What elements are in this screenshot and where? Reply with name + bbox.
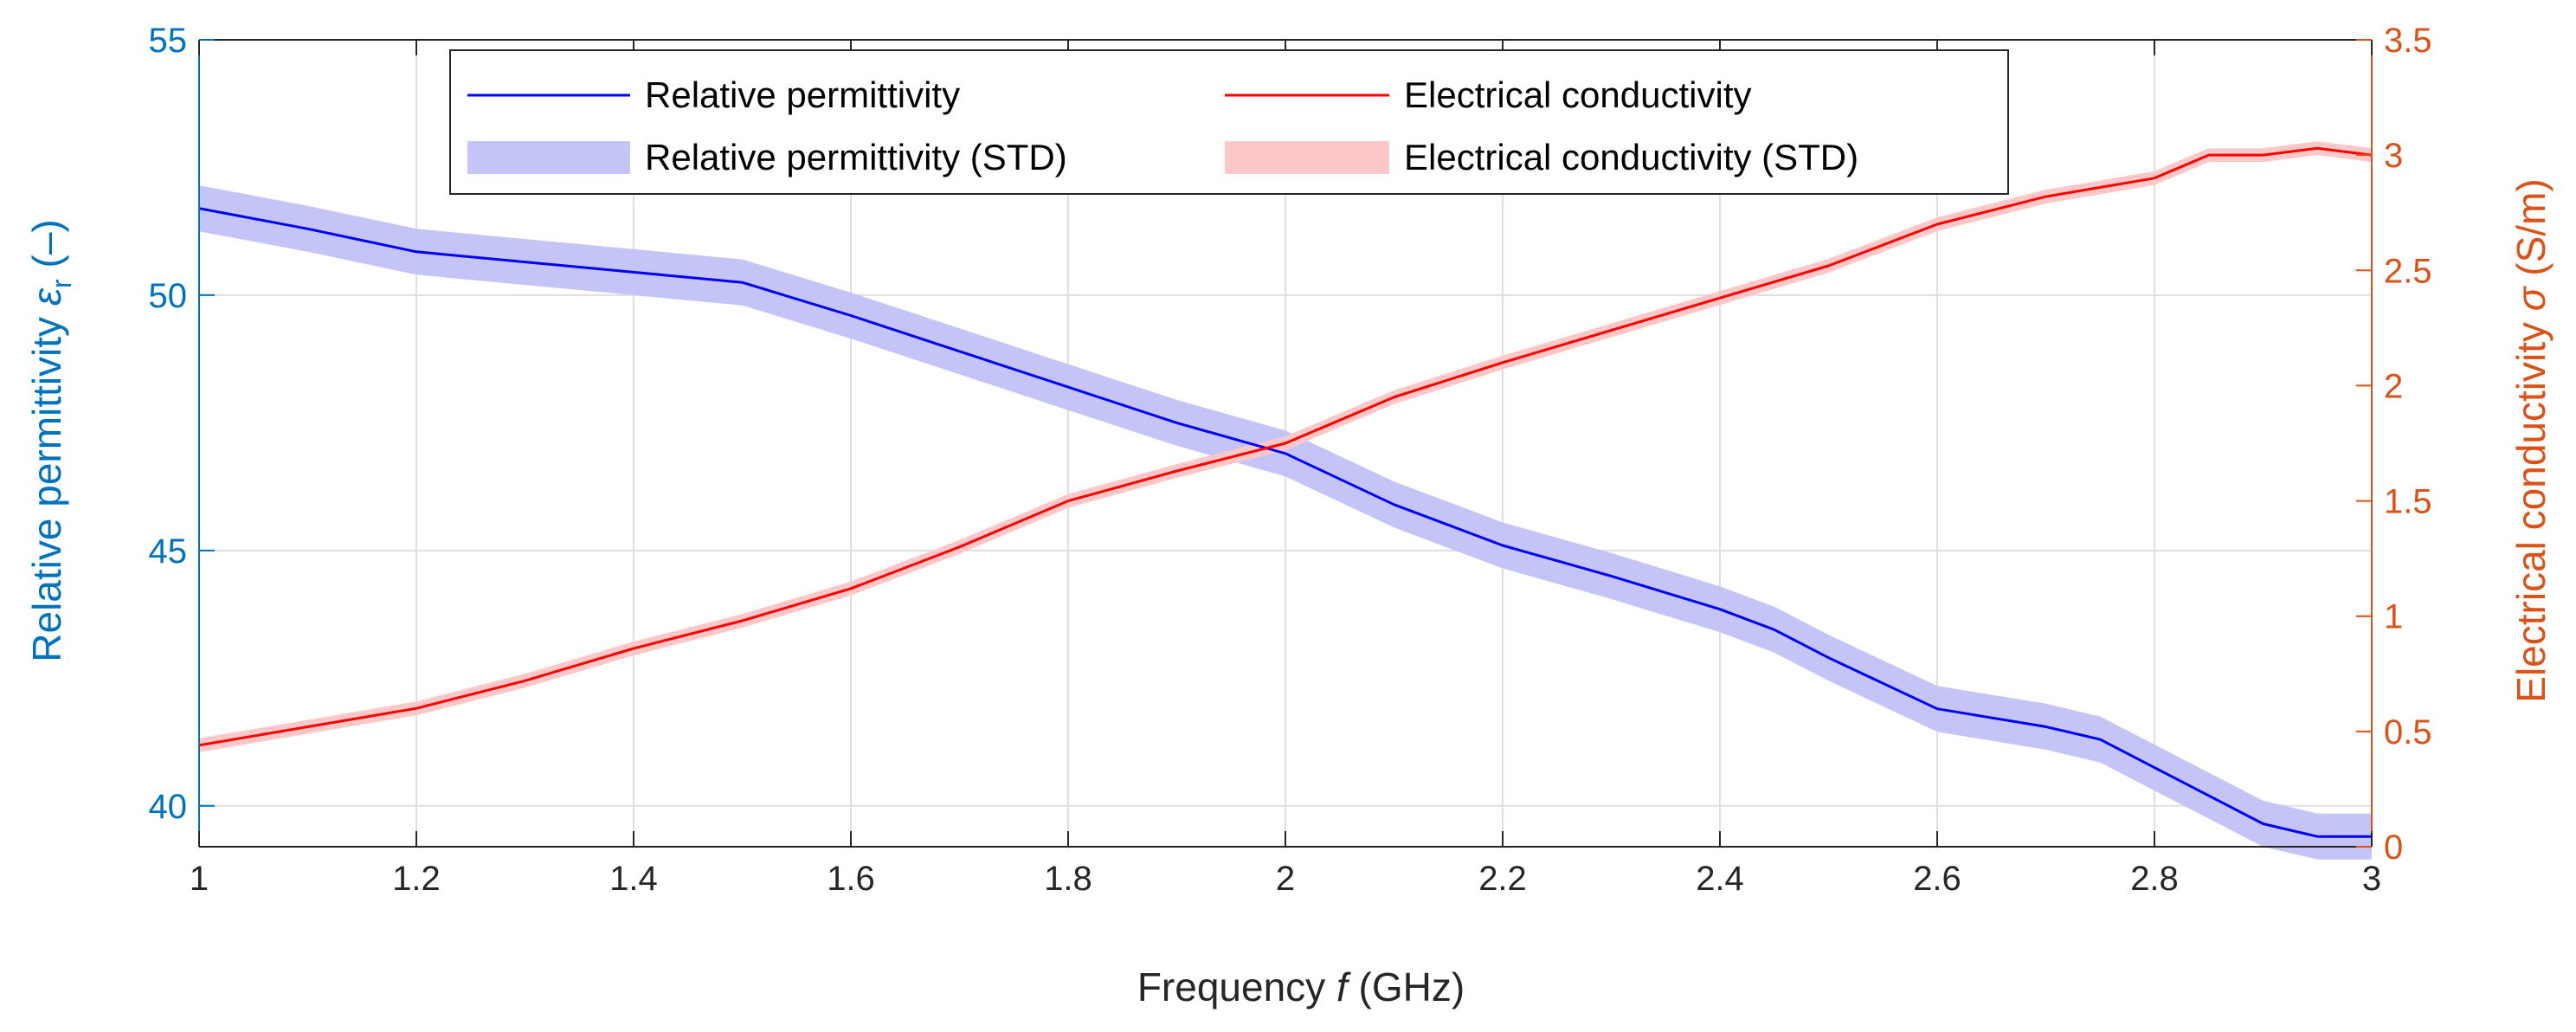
series-line-permittivity: [198, 207, 2372, 838]
x-tick-label: 1.4: [609, 860, 658, 898]
y-right-tick-label: 3.5: [2384, 22, 2432, 60]
legend-label-conductivity-std: Electrical conductivity (STD): [1404, 137, 1858, 177]
y-axis-right-title: Electrical conductivity σ (S/m): [2508, 178, 2553, 702]
x-axis-title: Frequency f (GHz): [1137, 964, 1465, 1009]
x-tick-label: 3: [2362, 860, 2381, 898]
x-tick-label: 2: [1276, 860, 1295, 898]
x-tick-label: 1.8: [1044, 860, 1092, 898]
legend-swatch-permittivity-std: [467, 141, 630, 174]
legend-label-conductivity: Electrical conductivity: [1404, 74, 1751, 115]
x-tick-label: 1: [190, 860, 209, 898]
legend-label-permittivity: Relative permittivity: [645, 74, 960, 115]
y-right-tick-label: 2.5: [2384, 252, 2432, 290]
y-right-tick-label: 3: [2384, 137, 2403, 175]
x-tick-label: 2.4: [1696, 860, 1744, 898]
y-right-tick-label: 1: [2384, 598, 2403, 636]
legend-swatch-conductivity-std: [1225, 141, 1389, 174]
x-tick-label: 2.6: [1913, 860, 1961, 898]
series-lines: [198, 146, 2373, 838]
x-tick-label: 1.6: [827, 860, 875, 898]
x-tick-label: 2.8: [2130, 860, 2179, 898]
y-left-tick-label: 55: [149, 22, 188, 60]
y-right-tick-label: 1.5: [2384, 483, 2432, 521]
legend: Relative permittivity Relative permittiv…: [449, 49, 2009, 195]
y-left-tick-label: 40: [149, 788, 188, 826]
legend-label-permittivity-std: Relative permittivity (STD): [645, 137, 1067, 177]
x-tick-label: 1.2: [392, 860, 441, 898]
axes: [198, 39, 2373, 848]
series-line-conductivity: [198, 146, 2373, 747]
y-left-tick-label: 50: [149, 277, 188, 315]
x-tick-label: 2.2: [1478, 860, 1527, 898]
y-axis-left-title: Relative permittivity εr (–): [24, 219, 77, 661]
y-right-tick-label: 2: [2384, 367, 2403, 405]
std-band-conductivity: [199, 141, 2372, 752]
y-right-tick-label: 0.5: [2384, 713, 2432, 751]
tick-labels: 1 1.2 1.4 1.6 1.8 2 2.2 2.4 2.6 2.8 3 40 45 50 55 0 0.5 1…: [149, 22, 2432, 898]
y-left-tick-label: 45: [149, 532, 188, 571]
y-right-tick-label: 0: [2384, 829, 2403, 867]
